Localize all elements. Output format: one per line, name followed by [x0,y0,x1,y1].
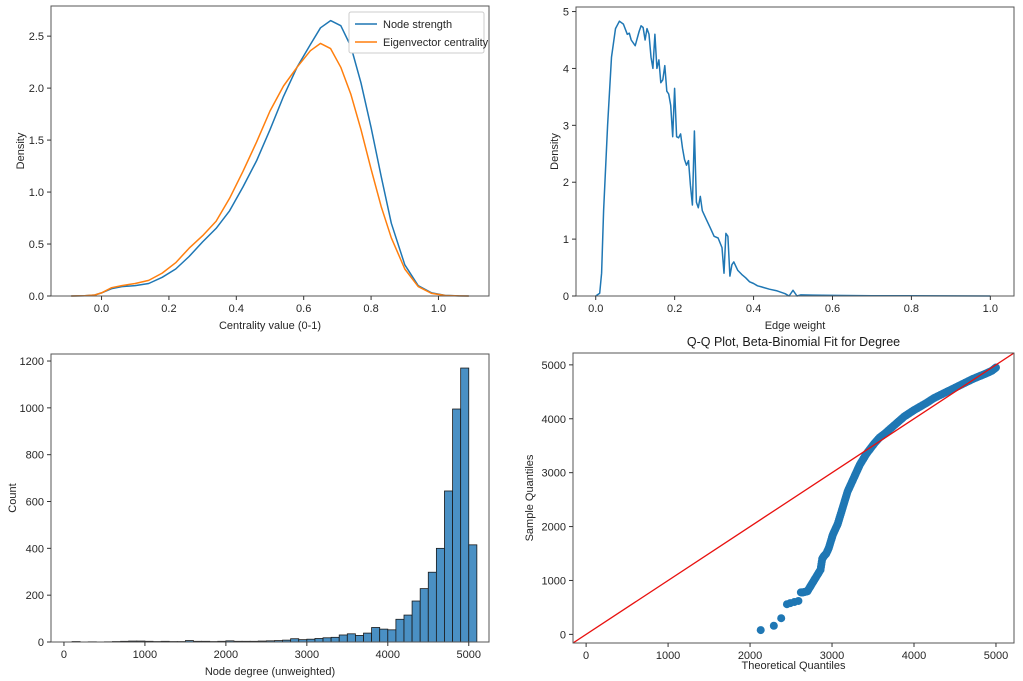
y-tick-label: 1 [563,234,569,246]
y-tick-label: 400 [26,543,44,555]
histogram-bar [379,628,389,643]
y-tick-label: 0 [560,629,566,641]
axes-frame [575,6,1015,297]
y-axis-label: Density [15,132,27,169]
y-tick-label: 200 [26,590,44,602]
y-tick-label: 2 [563,177,569,189]
y-tick-label: 2.0 [29,83,44,95]
y-axis-label: Count [7,483,19,512]
panel-edge-weight-kde: 0.0 0.2 0.4 0.6 0.8 1.0 0 1 2 3 4 5 Edge weight Den… [549,6,1015,332]
qq-point [794,596,803,605]
x-tick-label: 3000 [820,650,844,662]
panel-degree-histogram: 0 1000 2000 3000 4000 5000 0 200 400 600 800 1000 12… [7,353,490,678]
histogram-bar [387,629,397,643]
x-tick-label: 0.2 [667,303,682,315]
histogram-bar [427,571,437,643]
histogram-bar [314,638,324,643]
x-tick-label: 1000 [656,650,680,662]
legend-entry-eigenvector-centrality: Eigenvector centrality [383,37,489,49]
x-axis-label: Edge weight [765,320,826,332]
x-tick-label: 0.6 [296,303,311,315]
qq-point [756,626,765,635]
x-tick-label: 5000 [457,649,481,661]
y-tick-label: 2000 [542,522,566,534]
x-tick-label: 1000 [133,649,157,661]
x-axis-label: Theoretical Quantiles [742,660,846,672]
histogram-bar [403,614,413,643]
axes-frame [572,352,1015,644]
y-tick-label: 1000 [20,403,44,415]
panel-qq-plot: 0 1000 2000 3000 4000 5000 0 1000 2000 3000 4000 50… [524,335,1015,672]
x-axis-label: Node degree (unweighted) [205,666,335,678]
y-tick-label: 4 [563,63,569,75]
y-tick-label: 5 [563,7,569,19]
x-tick-label: 0.4 [229,303,244,315]
x-tick-label: 0 [61,649,67,661]
y-axis-label: Sample Quantiles [524,454,536,541]
x-tick-label: 0.4 [746,303,761,315]
x-tick-label: 4000 [376,649,400,661]
x-tick-label: 5000 [984,650,1008,662]
histogram-bar [330,636,340,643]
series-line-node-strength [71,19,469,297]
x-tick-label: 0 [583,650,589,662]
x-tick-label: 1.0 [431,303,446,315]
y-tick-label: 0 [38,637,44,649]
qq-point [777,614,786,623]
histogram-bar [395,618,405,643]
y-tick-label: 3000 [542,468,566,480]
panel-centrality-kde: 0.0 0.2 0.4 0.6 0.8 1.0 0.0 0.5 1.0 1.5 2.0 2.5 Cen… [15,5,490,332]
y-tick-label: 3 [563,120,569,132]
y-tick-label: 800 [26,450,44,462]
y-tick-label: 0.0 [29,291,44,303]
y-tick-label: 0 [563,291,569,303]
y-tick-label: 4000 [542,414,566,426]
histogram-bar [346,633,356,643]
x-tick-label: 1.0 [983,303,998,315]
x-axis-label: Centrality value (0-1) [219,320,321,332]
x-tick-label: 0.0 [94,303,109,315]
y-tick-label: 1200 [20,356,44,368]
x-tick-label: 0.8 [363,303,378,315]
series-line-eigenvector-centrality [71,42,469,297]
y-tick-label: 0.5 [29,239,44,251]
histogram-bar [363,632,373,643]
y-tick-label: 1.5 [29,135,44,147]
series-line-edge-weight [595,20,991,297]
histogram-bar [444,490,453,643]
histogram-bar [468,544,478,643]
x-tick-label: 0.2 [161,303,176,315]
histogram-bar [452,408,462,643]
legend-box [348,11,485,54]
histogram-bar [460,367,470,643]
chart-title: Q-Q Plot, Beta-Binomial Fit for Degree [687,335,900,349]
x-tick-label: 0.6 [825,303,840,315]
histogram-bar [411,600,421,643]
y-tick-label: 1.0 [29,187,44,199]
x-tick-label: 2000 [214,649,238,661]
y-tick-label: 2.5 [29,31,44,43]
x-tick-label: 0.0 [588,303,603,315]
legend-entry-node-strength: Node strength [383,19,452,31]
reference-line [573,353,1014,643]
x-tick-label: 3000 [295,649,319,661]
histogram-bar [419,588,429,643]
legend: Node strength Eigenvector centrality [348,11,489,54]
histogram-bar [371,627,381,643]
x-tick-label: 0.8 [904,303,919,315]
y-tick-label: 600 [26,497,44,509]
histogram-bar [338,634,348,643]
histogram-bar [435,547,445,643]
axes-frame [50,353,490,643]
x-tick-label: 4000 [902,650,926,662]
x-tick-label: 2000 [738,650,762,662]
histogram-bar [322,637,332,643]
y-tick-label: 1000 [542,575,566,587]
y-tick-label: 5000 [542,360,566,372]
qq-point [769,621,778,630]
y-axis-label: Density [549,133,561,170]
histogram-bar [355,635,364,643]
axes-frame [50,5,490,297]
